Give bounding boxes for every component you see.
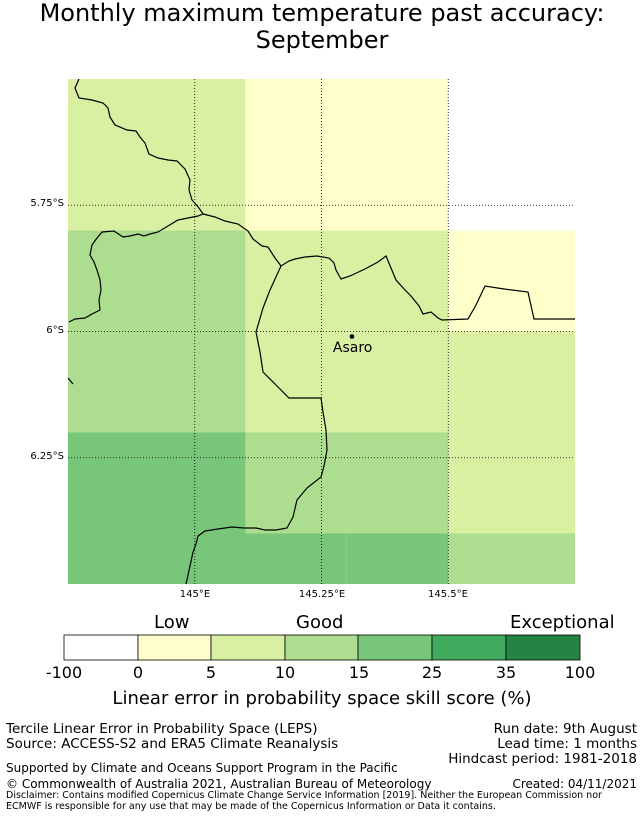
grid-cell — [68, 129, 145, 231]
chart-title-line-1: Monthly maximum temperature past accurac… — [39, 0, 605, 27]
grid-cell — [346, 432, 449, 534]
colorbar-segment — [431, 634, 507, 661]
category-good: Good — [296, 612, 344, 633]
footer-copyright: © Commonwealth of Australia 2021, Austra… — [6, 777, 432, 791]
grid-cell — [144, 129, 246, 231]
colorbar — [63, 634, 581, 661]
grid-cell — [346, 331, 449, 433]
cb-tick-5: 25 — [421, 663, 443, 682]
lat-label-5-75: 5.75°S — [30, 198, 64, 209]
cb-tick-0: -100 — [45, 663, 83, 682]
grid-cell — [549, 432, 575, 534]
grid-cell — [68, 79, 145, 130]
footer-support: Supported by Climate and Oceans Support … — [6, 761, 398, 775]
colorbar-segment — [63, 634, 139, 661]
category-low: Low — [154, 612, 190, 633]
grid-cell — [448, 331, 550, 433]
grid-cell — [448, 79, 550, 130]
colorbar-segment — [357, 634, 433, 661]
category-exceptional: Exceptional — [510, 612, 615, 633]
grid-cell — [245, 230, 347, 332]
grid-cell — [245, 533, 347, 584]
grid-cell — [245, 432, 347, 534]
coastline — [67, 78, 575, 585]
grid-cell — [68, 432, 145, 534]
colorbar-segment — [505, 634, 581, 661]
grid-cell — [549, 129, 575, 231]
grid-cell — [68, 230, 145, 332]
grid-cell — [448, 129, 550, 231]
footer-source: Source: ACCESS-S2 and ERA5 Climate Reana… — [6, 736, 339, 752]
boundary-line — [185, 265, 328, 585]
footer-hindcast: Hindcast period: 1981-2018 — [448, 751, 637, 767]
grid-cell — [346, 79, 449, 130]
grid-cell — [346, 533, 449, 584]
border-line — [202, 213, 575, 321]
grid-cell — [549, 230, 575, 332]
grid-cell — [448, 230, 550, 332]
grid-cell — [68, 533, 145, 584]
cb-tick-7: 100 — [564, 663, 596, 682]
lon-label-145-25: 145.25°E — [298, 589, 346, 600]
colorbar-title: Linear error in probability space skill … — [112, 688, 532, 709]
grid-cell — [144, 432, 246, 534]
grid-cell — [68, 331, 145, 433]
lat-label-6: 6°S — [46, 325, 64, 336]
grid-cell — [346, 129, 449, 231]
footer-created: Created: 04/11/2021 — [512, 777, 637, 791]
grid-cell — [549, 533, 575, 584]
cb-tick-2: 5 — [205, 663, 217, 682]
grid-cell — [448, 432, 550, 534]
footer-disclaimer: Disclaimer: Contains modified Copernicus… — [6, 790, 602, 812]
map-area: Asaro 5.75°S 6°S 6.25°S 145°E 145.25°E 1… — [30, 78, 575, 600]
asaro-marker — [349, 334, 355, 339]
lon-label-145-5: 145.5°E — [428, 589, 468, 600]
coastline-inland-bay — [67, 377, 74, 385]
footer-lead-time: Lead time: 1 months — [497, 736, 637, 752]
map-svg — [67, 78, 575, 585]
footer-run-date: Run date: 9th August — [493, 721, 637, 737]
chart-title-line-2: September — [255, 26, 389, 54]
coastline-west — [68, 78, 204, 323]
footer-leps: Tercile Linear Error in Probability Spac… — [6, 721, 318, 737]
colorbar-segment — [137, 634, 212, 661]
grid-cell — [549, 79, 575, 130]
graticule — [68, 79, 575, 584]
cb-tick-4: 15 — [348, 663, 370, 682]
cb-tick-1: 0 — [132, 663, 144, 682]
grid-cell — [245, 79, 347, 130]
place-dot — [349, 334, 355, 339]
cb-tick-3: 10 — [274, 663, 296, 682]
cb-tick-6: 35 — [495, 663, 517, 682]
grid-cell — [448, 533, 550, 584]
colorbar-segment — [284, 634, 359, 661]
colorbar-segment — [210, 634, 286, 661]
place-label-asaro: Asaro — [332, 339, 373, 356]
grid-cell — [549, 331, 575, 433]
skill-grid — [68, 79, 575, 584]
lon-label-145: 145°E — [179, 589, 211, 600]
grid-cell — [245, 129, 347, 231]
grid-cell — [245, 331, 347, 433]
lat-label-6-25: 6.25°S — [30, 451, 64, 462]
